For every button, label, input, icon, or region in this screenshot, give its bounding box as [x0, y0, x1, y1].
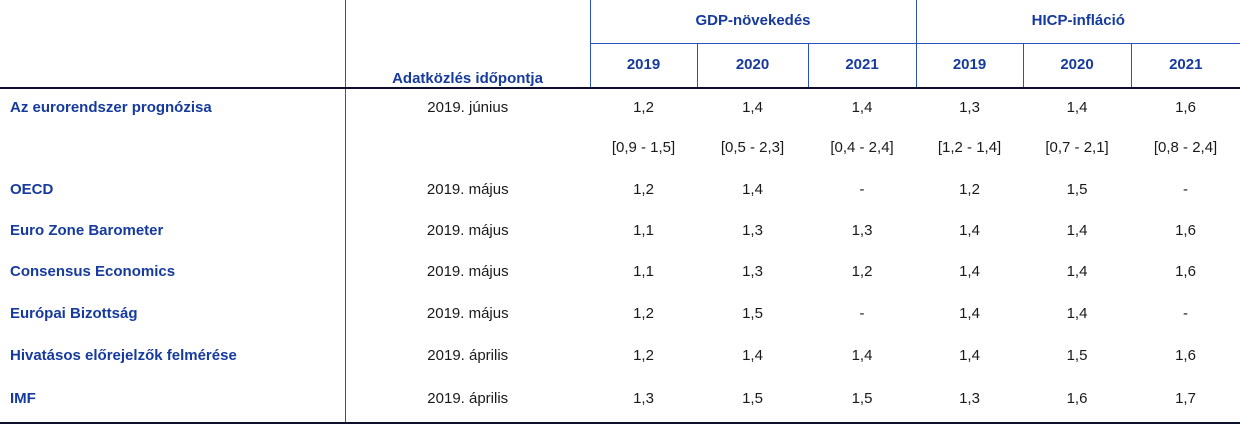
value-cell: 1,3 [959, 98, 980, 116]
value-cell: - [859, 181, 865, 199]
value-cell: 1,2 [633, 346, 654, 364]
table-row: Európai Bizottság 2019. május 1,2 1,5 - … [0, 293, 1240, 335]
gdp-year-2019-header: 2019 [590, 43, 697, 89]
value-cell: 1,4 [1066, 222, 1088, 240]
value-cell: 1,6 [1175, 263, 1196, 281]
table-row: Az eurorendszer prognózisa 2019. június … [0, 88, 1240, 127]
table-row: Consensus Economics 2019. május 1,1 1,3 … [0, 252, 1240, 293]
hicp-year-2021-header: 2021 [1130, 43, 1240, 89]
row-date: 2019. április [345, 377, 590, 424]
header-year-row: 2019 2020 2021 2019 2020 2021 [0, 43, 1240, 89]
value-cell: 1,5 [1066, 181, 1088, 199]
gdp-year-2021-header: 2021 [807, 43, 917, 89]
value-cell: 1,4 [1066, 263, 1088, 281]
row-label: Euro Zone Barometer [0, 211, 346, 252]
value-cell: 1,2 [633, 98, 654, 116]
value-cell: 1,6 [1175, 98, 1196, 116]
range-cell: [0,8 - 2,4] [1153, 139, 1218, 157]
value-cell: 1,4 [959, 222, 980, 240]
table-row-ranges: [0,9 - 1,5] [0,5 - 2,3] [0,4 - 2,4] [1,2… [0, 127, 1240, 170]
range-cell: [0,5 - 2,3] [720, 139, 785, 157]
value-cell: 1,6 [1175, 222, 1196, 240]
value-cell: 1,3 [742, 222, 763, 240]
value-cell: 1,4 [851, 346, 873, 364]
value-cell: 1,2 [851, 263, 873, 281]
table-row: OECD 2019. május 1,2 1,4 - 1,2 1,5 - [0, 170, 1240, 211]
hicp-year-2019-header: 2019 [915, 43, 1024, 89]
table-row: Hivatásos előrejelzők felmérése 2019. áp… [0, 335, 1240, 377]
value-cell: 1,3 [851, 222, 873, 240]
row-date: 2019. május [426, 304, 509, 322]
row-date: 2019. június [427, 98, 509, 116]
value-cell: 1,5 [697, 377, 808, 424]
range-cell: [1,2 - 1,4] [937, 139, 1002, 157]
value-cell: 1,3 [742, 263, 763, 281]
value-cell: 1,3 [916, 377, 1024, 424]
hicp-group-header: HICP-infláció [915, 0, 1240, 44]
value-cell: 1,1 [633, 222, 654, 240]
value-cell: 1,4 [959, 263, 980, 281]
range-cell: [0,7 - 2,1] [1045, 139, 1109, 157]
value-cell: 1,5 [1066, 346, 1088, 364]
corner-cell [0, 0, 346, 89]
value-cell: 1,2 [633, 181, 654, 199]
row-label-empty [0, 127, 346, 170]
row-date: 2019. április [427, 346, 509, 364]
row-label: Consensus Economics [0, 252, 346, 293]
value-cell: 1,4 [959, 346, 980, 364]
value-cell: - [1183, 181, 1189, 199]
row-date: 2019. május [426, 181, 509, 199]
hicp-year-2020-header: 2020 [1022, 43, 1132, 89]
value-cell: 1,5 [808, 377, 917, 424]
value-cell: 1,3 [590, 377, 697, 424]
table-row: Euro Zone Barometer 2019. május 1,1 1,3 … [0, 211, 1240, 252]
value-cell: 1,4 [742, 98, 763, 116]
gdp-group-header: GDP-növekedés [590, 0, 917, 44]
row-date: 2019. május [426, 222, 509, 240]
range-cell: [0,9 - 1,5] [611, 139, 676, 157]
value-cell: - [859, 304, 865, 322]
header-group-row: Adatközlés időpontja GDP-növekedés HICP-… [0, 0, 1240, 89]
value-cell: 1,4 [959, 304, 980, 322]
value-cell: 1,6 [1175, 346, 1196, 364]
row-label: Az eurorendszer prognózisa [0, 88, 346, 127]
value-cell: 1,2 [959, 181, 980, 199]
value-cell: 1,1 [633, 263, 654, 281]
row-label: Hivatásos előrejelzők felmérése [0, 335, 346, 377]
value-cell: 1,2 [633, 304, 654, 322]
row-label: Európai Bizottság [0, 293, 346, 335]
row-label: OECD [0, 170, 346, 211]
table-row: IMF 2019. április 1,3 1,5 1,5 1,3 1,6 1,… [0, 377, 1240, 424]
row-date: 2019. május [426, 263, 509, 281]
value-cell: 1,5 [742, 304, 763, 322]
date-column-header: Adatközlés időpontja [345, 0, 591, 89]
range-cell: [0,4 - 2,4] [830, 139, 894, 157]
value-cell: 1,4 [742, 181, 763, 199]
value-cell: 1,4 [1066, 304, 1088, 322]
value-cell: 1,6 [1023, 377, 1132, 424]
value-cell: - [1183, 304, 1189, 322]
value-cell: 1,7 [1131, 377, 1240, 424]
value-cell: 1,4 [1066, 98, 1088, 116]
gdp-year-2020-header: 2020 [696, 43, 808, 89]
value-cell: 1,4 [851, 98, 873, 116]
value-cell: 1,4 [742, 346, 763, 364]
row-date-empty [345, 127, 590, 170]
row-label: IMF [0, 377, 346, 424]
